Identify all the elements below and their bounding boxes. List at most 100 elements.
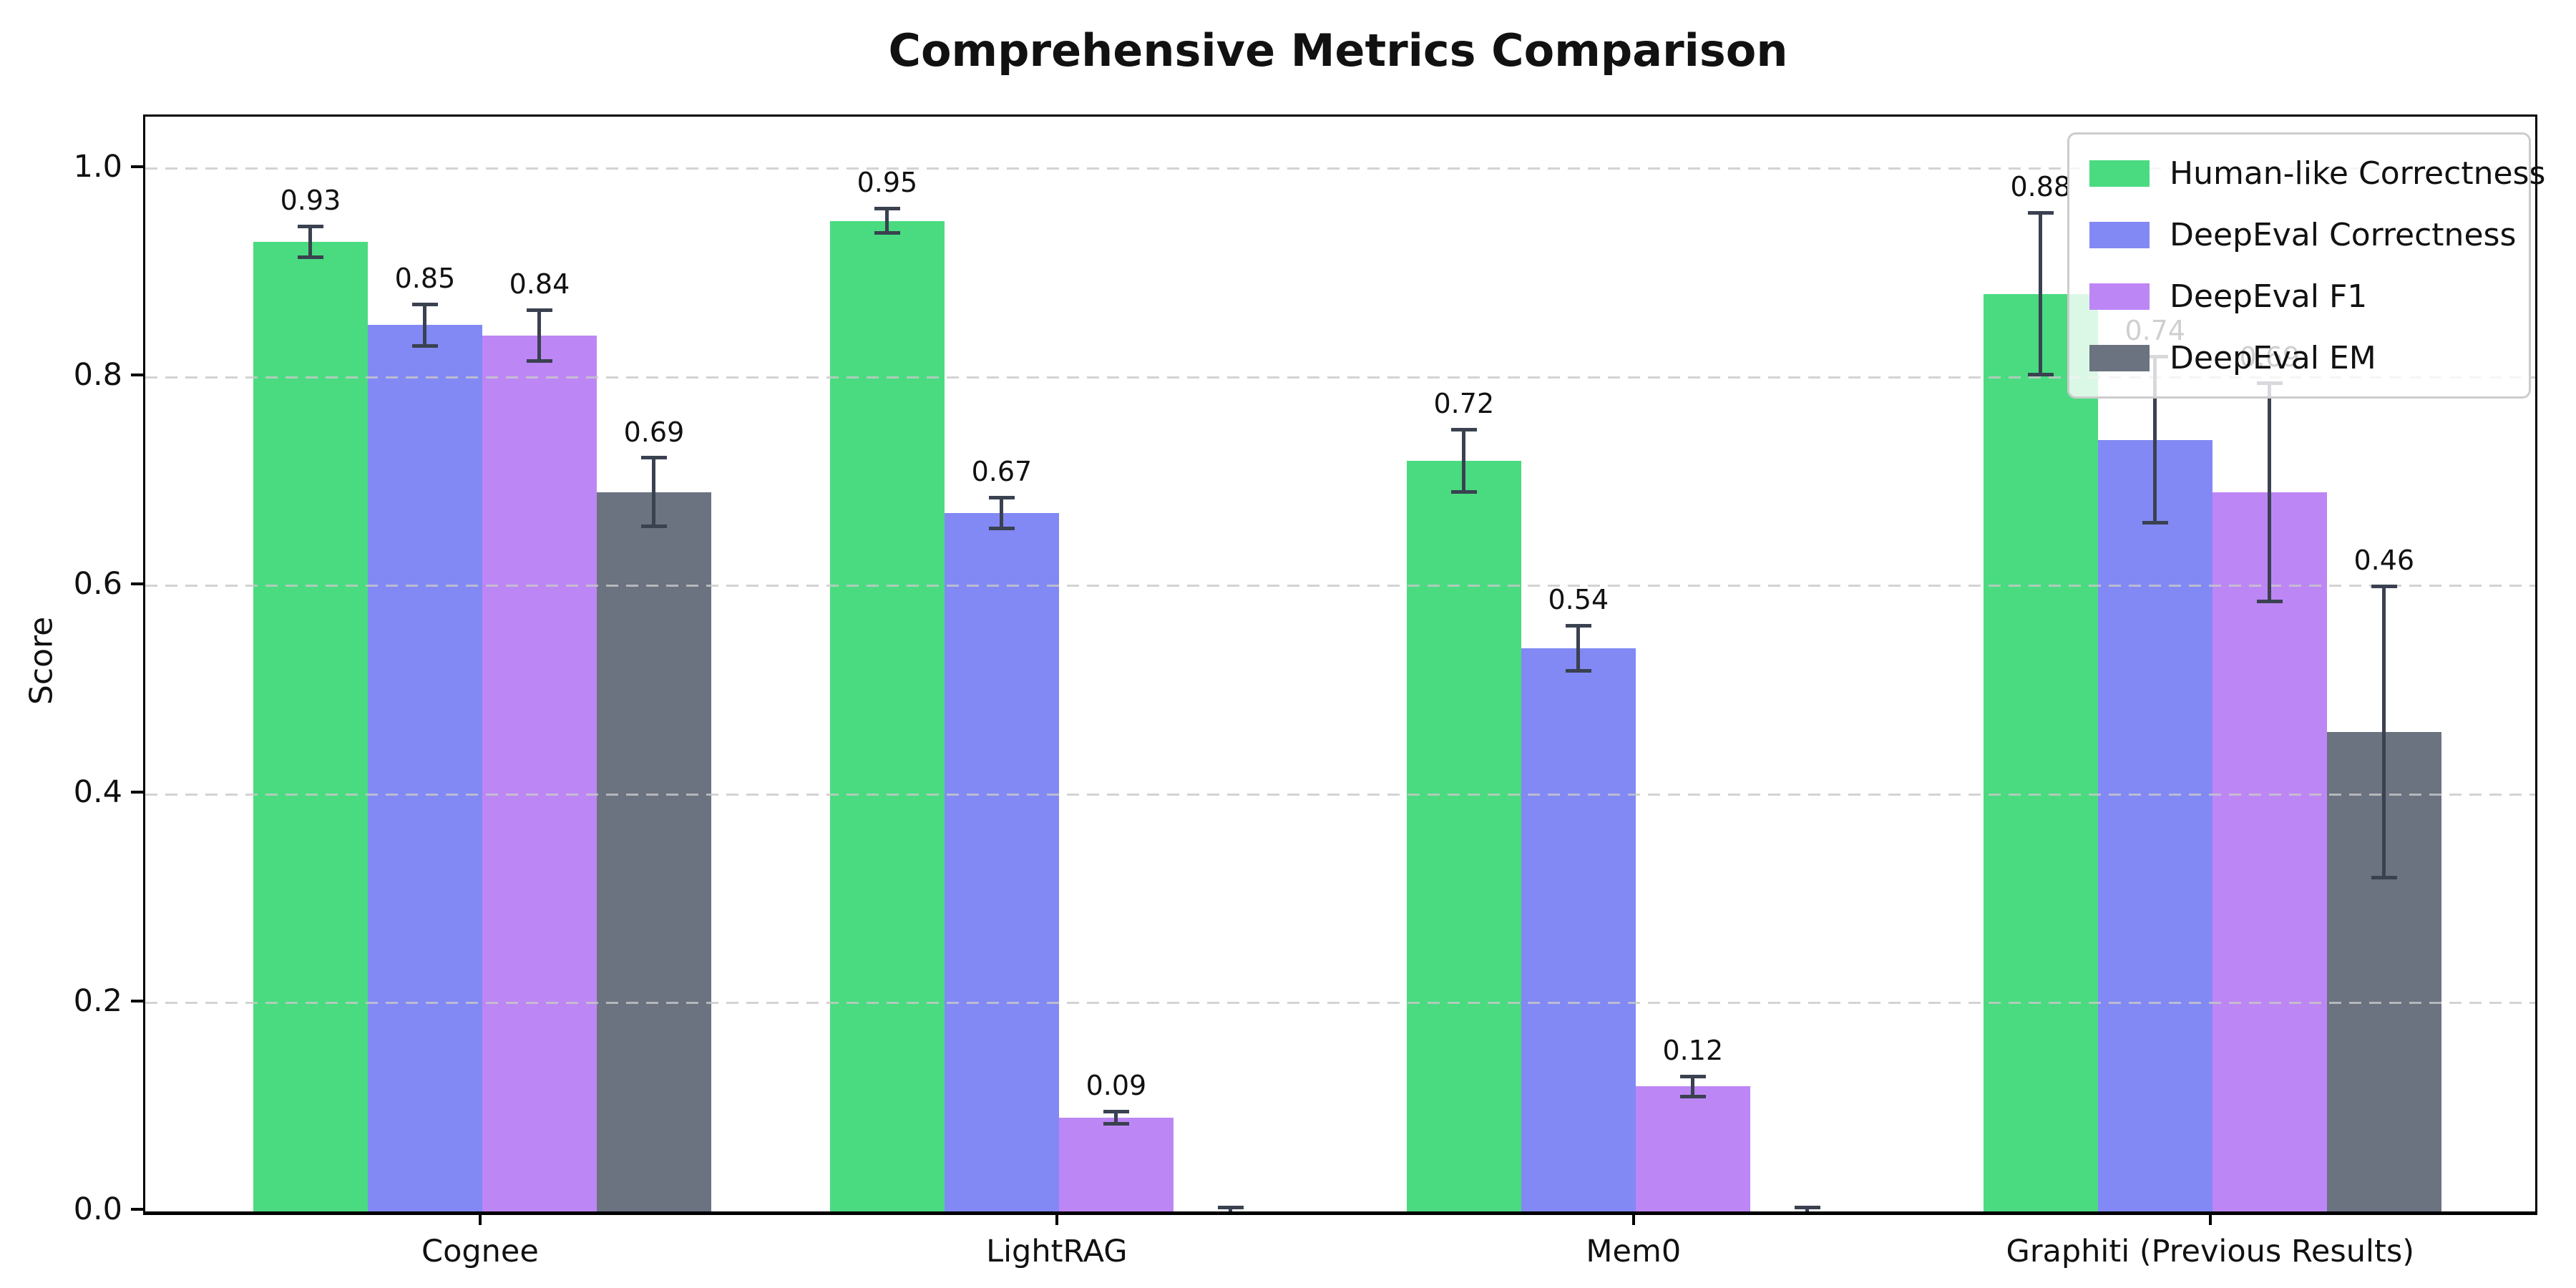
legend-label: DeepEval Correctness (2170, 216, 2517, 253)
y-tick-label: 0.8 (73, 357, 122, 394)
errorbar-cap-bottom (988, 526, 1015, 530)
gridline-0.2 (145, 1002, 2535, 1005)
bar-value-label: 0.88 (2010, 171, 2072, 203)
bar-graphiti-previous-results--series-2 (2212, 492, 2327, 1211)
bar-value-label: 0.12 (1662, 1034, 1724, 1066)
errorbar-whisker (1000, 497, 1004, 529)
bar-lightrag-series-1 (944, 512, 1059, 1211)
y-tick (131, 791, 143, 794)
x-category-label: Graphiti (Previous Results) (2006, 1234, 2415, 1269)
bar-value-label: 0.95 (857, 167, 918, 199)
legend-swatch (2089, 283, 2150, 310)
bar-value-label: 0.93 (280, 185, 341, 216)
legend-row: DeepEval Correctness (2089, 209, 2516, 260)
errorbar-whisker (2268, 382, 2272, 602)
y-axis-label: Score (23, 616, 60, 705)
errorbar-cap-bottom (297, 255, 323, 259)
bar-mem0-series-2 (1635, 1086, 1750, 1211)
bar-cognee-series-1 (367, 325, 482, 1211)
errorbar-whisker (885, 208, 889, 234)
bar-cognee-series-2 (482, 336, 597, 1211)
errorbar-cap-top (640, 456, 667, 460)
errorbar-cap-bottom (1565, 669, 1591, 673)
x-category-label: Cognee (421, 1234, 539, 1269)
legend-label: DeepEval EM (2170, 339, 2376, 376)
gridline-0.8 (145, 376, 2535, 379)
x-tick (1631, 1213, 1635, 1225)
errorbar-cap-top (874, 207, 900, 211)
errorbar-cap-top (2027, 211, 2054, 215)
errorbar-cap-bottom (2256, 599, 2283, 603)
errorbar-cap-top (411, 303, 438, 307)
bar-value-label: 0.46 (2353, 544, 2415, 576)
errorbar-whisker (2039, 213, 2043, 376)
errorbar-whisker (1114, 1111, 1118, 1124)
errorbar-whisker (423, 304, 427, 346)
errorbar-cap-top (526, 308, 552, 312)
errorbar-cap-bottom (1450, 489, 1477, 494)
bar-lightrag-series-0 (829, 220, 945, 1211)
errorbar-cap-top (1217, 1206, 1244, 1210)
x-tick (1055, 1213, 1058, 1225)
errorbar-cap-bottom (1103, 1121, 1129, 1126)
errorbar-cap-bottom (526, 359, 552, 364)
gridline-0.6 (145, 585, 2535, 587)
legend-row: DeepEval F1 (2089, 270, 2510, 322)
bar-value-label: 0.67 (971, 455, 1033, 487)
errorbar-whisker (1691, 1075, 1695, 1097)
bar-value-label: 0.85 (394, 263, 456, 295)
bar-mem0-series-0 (1406, 460, 1521, 1211)
gridline-1 (145, 167, 2535, 170)
x-tick (478, 1213, 482, 1225)
bar-value-label: 0.54 (1548, 584, 1609, 616)
errorbar-whisker (537, 309, 542, 362)
legend-row: Human-like Correctness (2089, 147, 2545, 199)
y-tick (131, 374, 143, 377)
legend-swatch (2089, 221, 2150, 248)
bar-value-label: 0.09 (1085, 1070, 1147, 1102)
y-tick (131, 582, 143, 585)
bar-value-label: 0.84 (509, 268, 570, 300)
chart-title: Comprehensive Metrics Comparison (888, 24, 1788, 77)
y-tick (131, 1208, 143, 1211)
x-category-label: Mem0 (1586, 1234, 1682, 1269)
y-tick-label: 0.2 (73, 982, 122, 1019)
legend-swatch (2089, 160, 2150, 187)
errorbar-cap-bottom (411, 343, 438, 348)
errorbar-cap-bottom (2371, 875, 2397, 879)
x-tick (2208, 1213, 2212, 1225)
errorbar-cap-bottom (1679, 1094, 1706, 1098)
y-tick (131, 165, 143, 168)
errorbar-cap-top (1679, 1074, 1706, 1078)
bar-lightrag-series-2 (1058, 1117, 1174, 1211)
errorbar-cap-top (988, 495, 1015, 499)
errorbar-whisker (2153, 356, 2157, 524)
errorbar-cap-bottom (640, 524, 667, 528)
y-tick-label: 0.4 (73, 774, 122, 811)
x-category-label: LightRAG (986, 1234, 1128, 1269)
legend-label: DeepEval F1 (2170, 278, 2368, 315)
errorbar-cap-bottom (2027, 373, 2054, 377)
bar-cognee-series-0 (253, 241, 368, 1211)
y-tick-label: 1.0 (73, 148, 122, 185)
errorbar-cap-top (1794, 1206, 1820, 1210)
legend-row: DeepEval EM (2089, 332, 2510, 384)
errorbar-cap-top (2371, 584, 2397, 588)
y-tick-label: 0.0 (73, 1191, 122, 1227)
legend-label: Human-like Correctness (2170, 155, 2546, 192)
errorbar-whisker (1576, 625, 1581, 672)
errorbar-cap-top (1103, 1110, 1129, 1114)
gridline-0.4 (145, 793, 2535, 796)
errorbar-cap-bottom (874, 231, 900, 235)
errorbar-whisker (652, 457, 656, 527)
bar-graphiti-previous-results--series-1 (2097, 439, 2212, 1211)
errorbar-whisker (2382, 585, 2386, 878)
bar-value-label: 0.72 (1433, 388, 1495, 420)
bar-mem0-series-1 (1521, 648, 1636, 1211)
y-tick (131, 999, 143, 1002)
bar-cognee-series-3 (596, 492, 711, 1211)
errorbar-whisker (308, 226, 313, 258)
legend: Human-like Correctness DeepEval Correctne… (2067, 132, 2545, 399)
legend-swatch (2089, 344, 2150, 371)
